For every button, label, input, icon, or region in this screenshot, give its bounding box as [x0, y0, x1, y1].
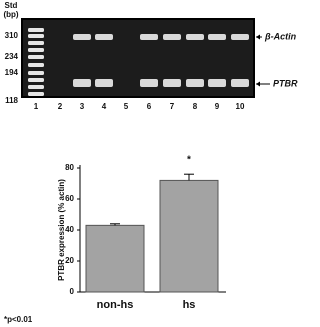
ladder-band: [28, 41, 44, 45]
lane-number: 1: [34, 102, 39, 111]
gel-band: [73, 79, 91, 87]
std-unit: (bp): [3, 10, 18, 19]
gel-band: [186, 79, 204, 87]
gel-band: [208, 34, 226, 40]
marker-label: 118: [5, 96, 18, 105]
gel-band: [208, 79, 226, 87]
y-tick-label: 80: [65, 163, 74, 172]
marker-label: 234: [5, 52, 19, 61]
ladder-band: [28, 78, 44, 82]
x-tick-label: non-hs: [97, 299, 134, 311]
ladder-band: [28, 63, 44, 67]
x-tick-label: hs: [183, 299, 196, 311]
ladder-band: [28, 34, 44, 38]
lane-number: 2: [58, 102, 63, 111]
gel-band: [73, 34, 91, 40]
lane-number: 3: [80, 102, 85, 111]
gel-band: [231, 79, 249, 87]
gel-band: [231, 34, 249, 40]
footnote: *p<0.01: [4, 315, 33, 324]
significance-marker: *: [187, 155, 191, 166]
ladder-band: [28, 71, 44, 75]
arrowhead: [256, 34, 260, 87]
marker-label: 310: [5, 31, 19, 40]
ladder-band: [28, 92, 44, 96]
band-label: β-Actin: [264, 31, 297, 41]
lane-number: 7: [170, 102, 175, 111]
gel-band: [140, 79, 158, 87]
y-tick-label: 20: [65, 256, 74, 265]
ladder-band: [28, 28, 44, 32]
y-tick-label: 40: [65, 225, 74, 234]
lane-number: 4: [102, 102, 107, 111]
gel-band: [140, 34, 158, 40]
y-tick-label: 0: [70, 287, 75, 296]
band-label: PTBR: [273, 78, 298, 88]
lane-number: 8: [193, 102, 198, 111]
ladder-band: [28, 85, 44, 89]
lane-number: 10: [236, 102, 245, 111]
bar: [85, 224, 145, 293]
gel-band: [95, 79, 113, 87]
marker-label: 194: [5, 68, 19, 77]
gel-band: [163, 79, 181, 87]
bar: [159, 179, 219, 293]
gel-band: [163, 34, 181, 40]
lane-number: 9: [215, 102, 220, 111]
gel-band: [186, 34, 204, 40]
lane-number: 6: [147, 102, 152, 111]
y-axis-label: PTBR expression (% actin): [57, 179, 66, 281]
gel-band: [95, 34, 113, 40]
std-label: Std: [5, 1, 18, 10]
y-tick-label: 60: [65, 194, 74, 203]
lane-number: 5: [124, 102, 129, 111]
ladder-band: [28, 55, 44, 59]
ladder-band: [28, 48, 44, 52]
